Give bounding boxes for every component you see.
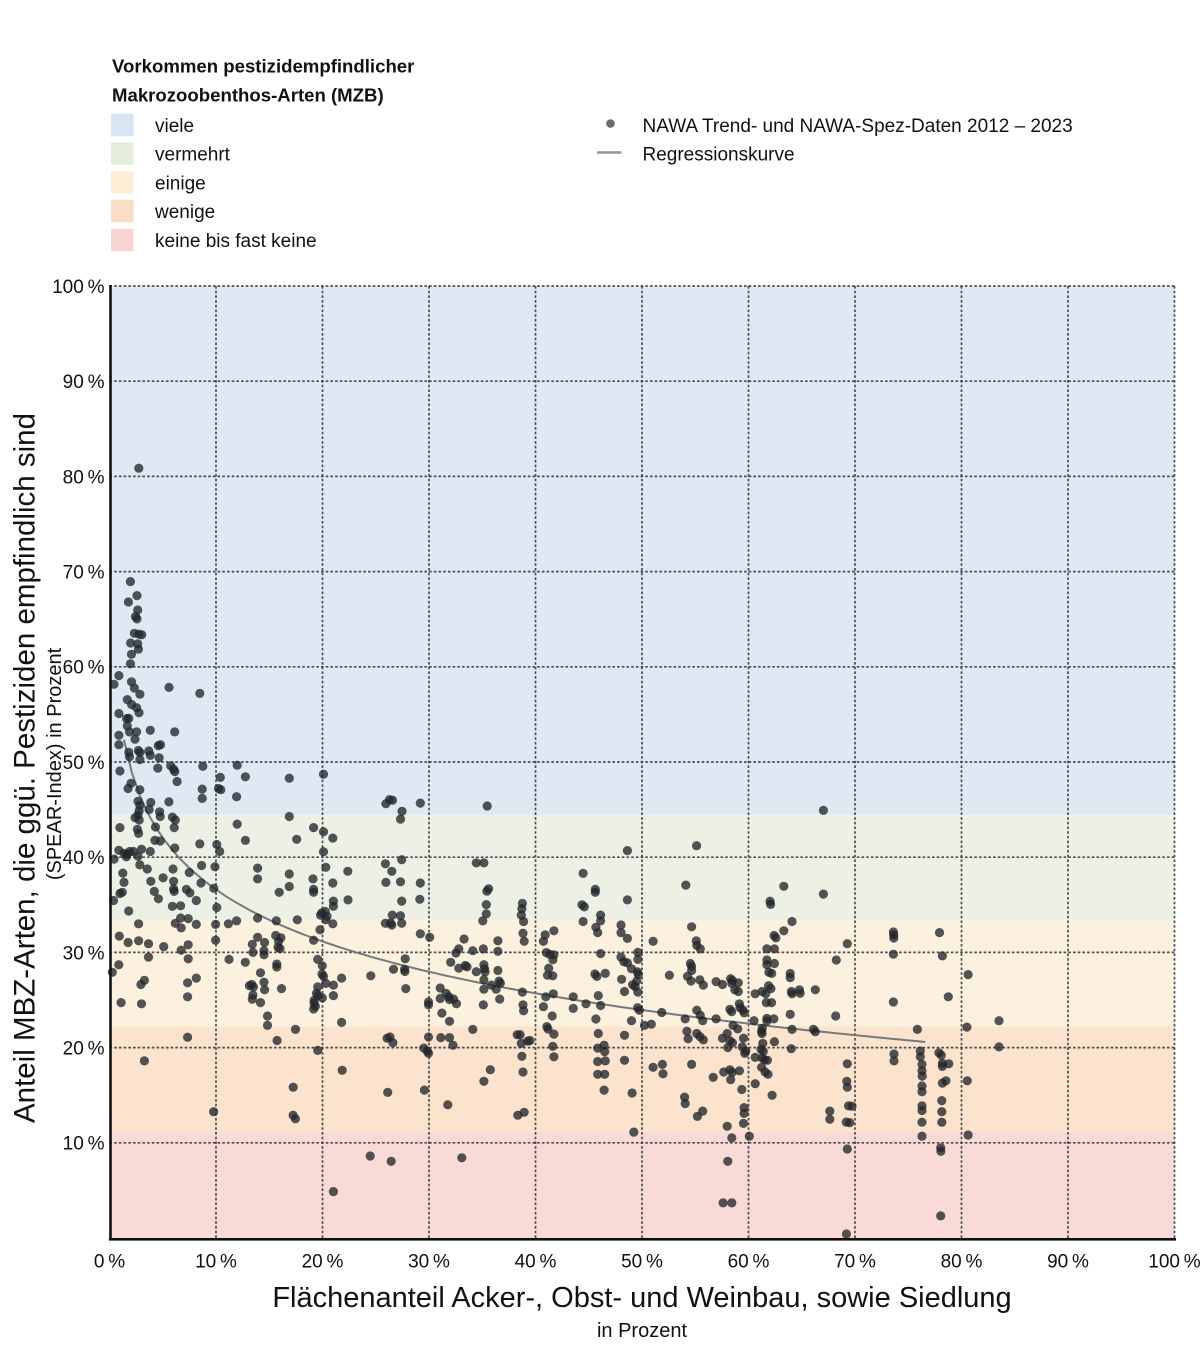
svg-text:10 %: 10 % — [195, 1252, 237, 1273]
svg-text:einige: einige — [155, 173, 206, 194]
svg-text:70 %: 70 % — [63, 563, 105, 584]
svg-text:Vorkommen pestizidempfindliche: Vorkommen pestizidempfindlicher — [112, 55, 414, 76]
svg-text:0 %: 0 % — [94, 1252, 125, 1273]
svg-text:100 %: 100 % — [1148, 1252, 1200, 1273]
svg-text:60 %: 60 % — [63, 658, 105, 679]
svg-text:70 %: 70 % — [834, 1252, 876, 1273]
svg-text:10 %: 10 % — [63, 1134, 105, 1155]
svg-text:30 %: 30 % — [408, 1252, 450, 1273]
svg-text:NAWA Trend- und NAWA-Spez-Date: NAWA Trend- und NAWA-Spez-Daten 2012 – 2… — [643, 116, 1073, 137]
svg-text:80 %: 80 % — [941, 1252, 983, 1273]
svg-text:20 %: 20 % — [63, 1039, 105, 1060]
svg-text:Regressionskurve: Regressionskurve — [643, 144, 795, 165]
svg-text:(SPEAR-Index) in Prozent: (SPEAR-Index) in Prozent — [44, 647, 66, 880]
svg-text:Flächenanteil Acker-, Obst- un: Flächenanteil Acker-, Obst- und Weinbau,… — [272, 1282, 1011, 1314]
svg-text:90 %: 90 % — [1047, 1252, 1089, 1273]
svg-text:wenige: wenige — [154, 202, 215, 223]
svg-text:Makrozoobenthos-Arten (MZB): Makrozoobenthos-Arten (MZB) — [112, 84, 384, 105]
svg-text:40 %: 40 % — [63, 848, 105, 869]
svg-text:30 %: 30 % — [63, 943, 105, 964]
svg-text:50 %: 50 % — [621, 1252, 663, 1273]
svg-text:60 %: 60 % — [728, 1252, 770, 1273]
svg-text:in Prozent: in Prozent — [597, 1320, 687, 1342]
svg-text:viele: viele — [155, 116, 194, 137]
svg-text:vermehrt: vermehrt — [155, 144, 231, 165]
svg-text:40 %: 40 % — [515, 1252, 557, 1273]
svg-text:100 %: 100 % — [52, 277, 105, 298]
svg-text:keine bis fast keine: keine bis fast keine — [155, 231, 317, 252]
svg-text:Anteil MBZ-Arten, die ggü. Pes: Anteil MBZ-Arten, die ggü. Pestiziden em… — [9, 413, 42, 1123]
svg-text:50 %: 50 % — [63, 753, 105, 774]
svg-text:90 %: 90 % — [63, 372, 105, 393]
svg-text:20 %: 20 % — [302, 1252, 344, 1273]
svg-text:80 %: 80 % — [63, 467, 105, 488]
